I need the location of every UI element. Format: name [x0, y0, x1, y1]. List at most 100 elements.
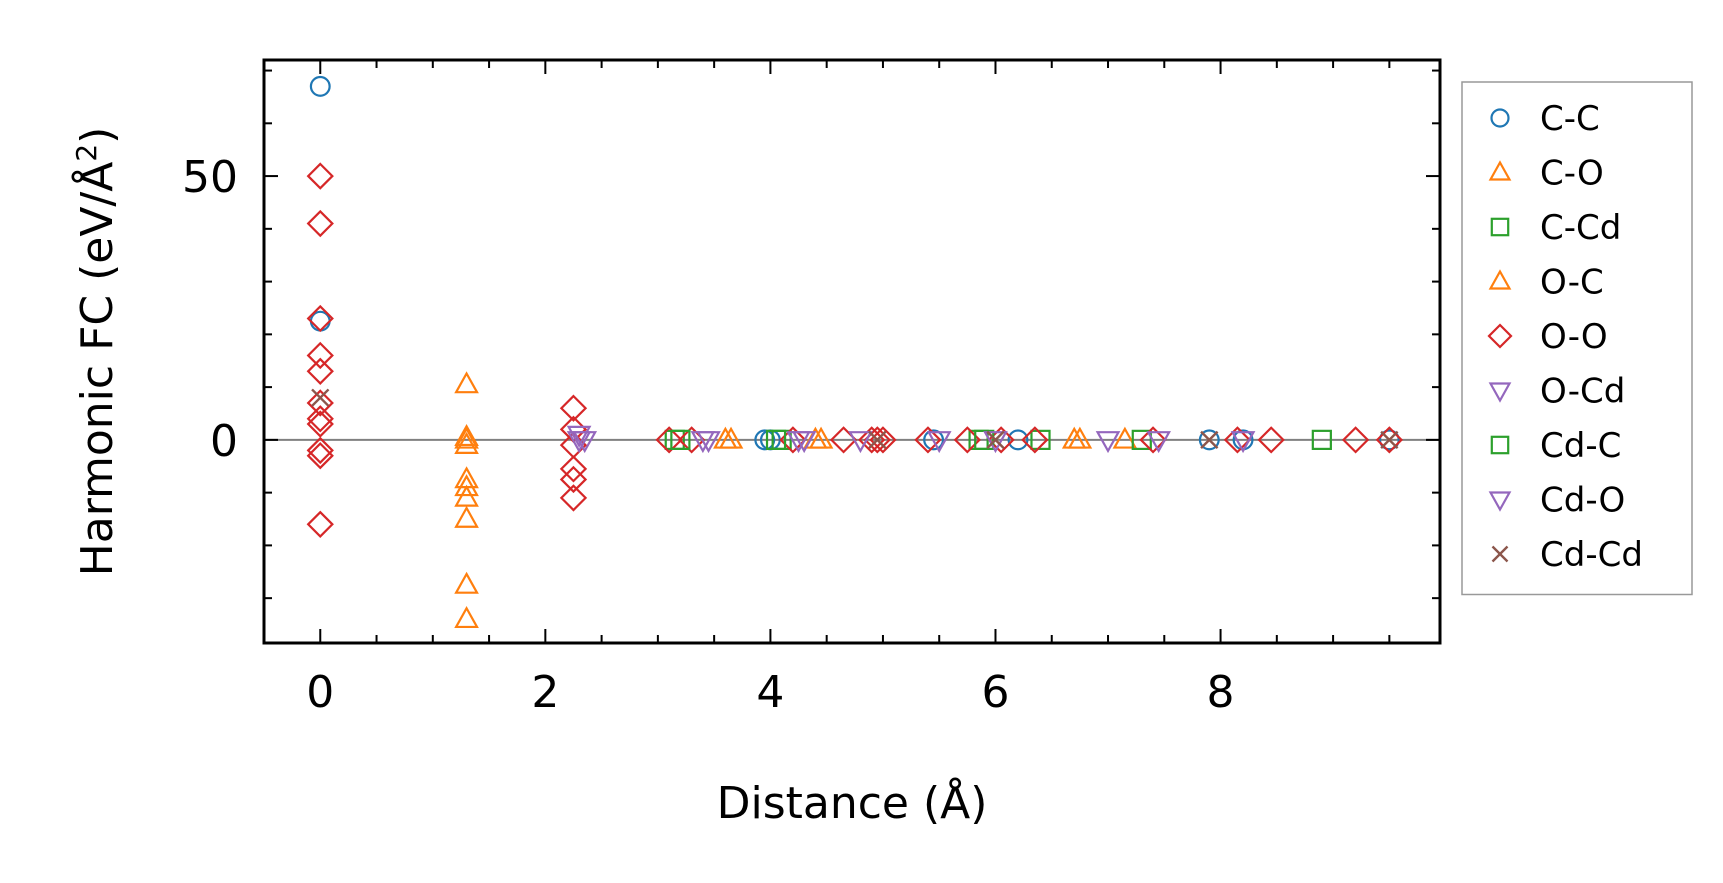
data-point — [306, 341, 334, 370]
data-point — [1380, 430, 1399, 449]
legend-label: O-O — [1540, 317, 1608, 357]
legend-marker-stroke — [1491, 545, 1509, 563]
x-axis-label: Distance (Å) — [717, 776, 988, 829]
legend-marker — [1487, 323, 1513, 349]
legend-label: Cd-Cd — [1540, 535, 1643, 575]
data-point-stroke — [1200, 430, 1219, 449]
legend-item: Cd-O — [1488, 481, 1625, 521]
data-point — [306, 304, 334, 333]
y-axis-label: Harmonic FC (eV/Å2) — [70, 127, 124, 577]
data-point — [655, 426, 683, 454]
data-point — [454, 484, 479, 507]
data-point — [1311, 429, 1332, 450]
data-point — [1007, 429, 1029, 451]
x-tick-label: 4 — [756, 667, 784, 718]
data-point — [454, 571, 479, 594]
data-point — [1200, 430, 1219, 449]
data-point — [1198, 429, 1220, 451]
data-point-stroke — [311, 388, 330, 407]
data-point — [848, 431, 873, 454]
data-point — [1095, 431, 1121, 454]
legend-marker — [1488, 269, 1512, 290]
data-point — [868, 430, 887, 449]
legend-marker — [1490, 435, 1510, 455]
data-point — [559, 465, 588, 494]
ticks-layer: 0 2 4 6 8 0 50 — [182, 60, 1440, 718]
data-point — [1378, 429, 1400, 451]
data-point — [454, 426, 479, 449]
data-point — [306, 510, 334, 538]
legend-label: Cd-O — [1540, 481, 1625, 521]
legend-item: O-C — [1488, 263, 1604, 303]
data-point — [454, 423, 479, 447]
data-point — [1139, 426, 1167, 454]
data-points-layer — [306, 75, 1404, 629]
data-point — [983, 431, 1008, 454]
data-point — [306, 162, 334, 190]
legend-item: C-Cd — [1490, 208, 1621, 248]
legend-item: Cd-C — [1490, 426, 1621, 466]
data-point — [572, 431, 598, 454]
data-point — [1030, 429, 1051, 450]
y-axis-label-suffix: ) — [72, 127, 123, 144]
data-point — [926, 431, 952, 454]
legend-item: C-C — [1490, 99, 1600, 139]
data-point — [765, 429, 787, 450]
data-point — [670, 429, 691, 450]
data-point — [914, 426, 942, 454]
data-point — [454, 371, 479, 394]
data-point — [713, 426, 738, 449]
series-O-O — [306, 162, 1404, 538]
data-point — [559, 394, 588, 422]
data-point — [1021, 426, 1049, 454]
data-point — [1375, 426, 1404, 454]
data-point — [1061, 426, 1087, 449]
legend-item: C-O — [1488, 154, 1604, 194]
data-point — [923, 429, 945, 451]
legend-marker — [1488, 160, 1512, 181]
legend: C-C C-O C-Cd O-C O-O O-Cd Cd-C Cd-O Cd-Cd — [1461, 81, 1693, 596]
data-point — [1146, 431, 1171, 454]
data-point — [306, 389, 334, 417]
data-point-stroke — [986, 430, 1005, 449]
data-point — [306, 357, 334, 385]
series-C-O — [454, 371, 1138, 629]
data-point — [690, 431, 716, 454]
legend-marker — [1488, 491, 1512, 512]
data-point — [1257, 426, 1285, 454]
y-axis-label-main: Harmonic FC (eV/Å — [70, 162, 123, 577]
legend-marker — [1490, 217, 1510, 237]
data-point — [306, 442, 334, 470]
legend-item: O-O — [1487, 317, 1608, 357]
legend-label: Cd-C — [1540, 426, 1621, 466]
data-point — [306, 410, 334, 438]
legend-label: O-Cd — [1540, 372, 1625, 412]
data-point-stroke — [868, 430, 887, 449]
data-point — [1341, 426, 1370, 454]
x-tick-label: 0 — [306, 667, 334, 718]
legend-marker — [1490, 108, 1510, 128]
data-point — [454, 606, 479, 629]
data-point — [306, 405, 334, 433]
legend-label: O-C — [1540, 263, 1604, 303]
legend-label: C-Cd — [1540, 208, 1621, 248]
legend-label: C-O — [1540, 154, 1604, 194]
data-point-stroke — [1380, 430, 1399, 449]
data-point — [974, 429, 995, 450]
data-point — [454, 505, 479, 528]
x-tick-label: 6 — [981, 667, 1009, 718]
data-point — [1230, 431, 1256, 454]
y-axis-label-superscript: 2 — [70, 144, 103, 162]
data-point — [306, 209, 334, 238]
series-Cd-C — [670, 429, 995, 450]
data-point — [559, 455, 588, 483]
data-point — [1223, 426, 1252, 454]
legend-marker — [1491, 545, 1509, 563]
data-point — [309, 310, 331, 332]
data-point — [559, 484, 588, 512]
series-Cd-Cd — [311, 388, 1399, 449]
x-tick-label: 2 — [531, 667, 559, 718]
plot-frame — [262, 58, 1442, 645]
data-point — [1112, 426, 1138, 449]
